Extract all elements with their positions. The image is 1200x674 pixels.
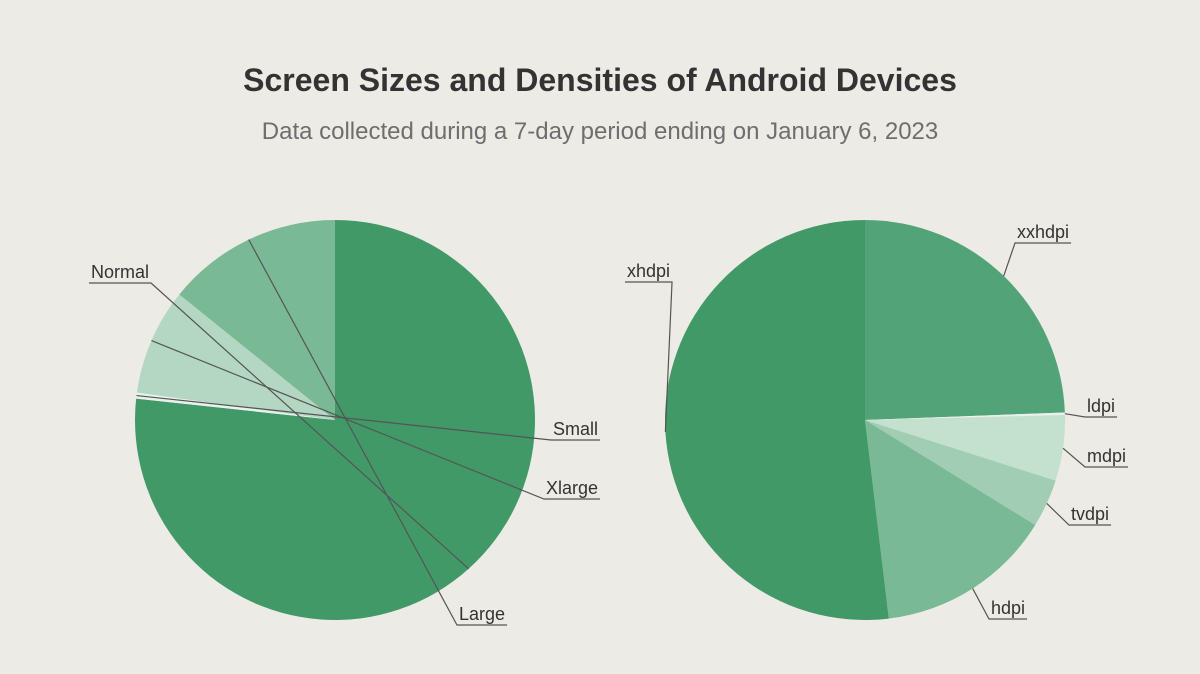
leader-line-normal xyxy=(89,282,470,570)
pie-slice-large xyxy=(179,220,335,420)
pie-label-mdpi: mdpi xyxy=(1087,446,1126,466)
pie-slice-tvdpi xyxy=(865,420,1056,526)
pie-label-hdpi: hdpi xyxy=(991,598,1025,618)
pie-label-xhdpi: xhdpi xyxy=(627,261,670,281)
pie-label-small: Small xyxy=(553,419,598,439)
chart-subtitle: Data collected during a 7-day period end… xyxy=(261,118,939,145)
leader-line-xxhdpi xyxy=(1003,242,1072,277)
pie-label-xlarge: Xlarge xyxy=(546,478,598,498)
pie-label-normal: Normal xyxy=(91,262,149,282)
pie-label-large: Large xyxy=(459,604,505,624)
leader-line-hdpi xyxy=(972,588,1028,620)
pie-slice-hdpi xyxy=(865,420,1036,619)
pie-slice-xxhdpi xyxy=(865,220,1065,420)
pie-slice-xhdpi xyxy=(665,220,889,620)
pie-slice-ldpi xyxy=(865,412,1065,420)
pie-label-tvdpi: tvdpi xyxy=(1071,504,1109,524)
leader-line-small xyxy=(136,394,600,441)
pie-label-ldpi: ldpi xyxy=(1087,396,1115,416)
leader-line-tvdpi xyxy=(1046,503,1112,526)
leader-line-mdpi xyxy=(1062,447,1129,468)
screen-sizes-pie-chart: Normal Small Xlarge Large xyxy=(89,220,600,626)
pie-slice-xlarge xyxy=(136,294,335,420)
pie-slice-normal xyxy=(135,220,536,620)
pie-label-xxhdpi: xxhdpi xyxy=(1017,222,1069,242)
leader-line-xlarge xyxy=(151,340,600,500)
leader-line-large xyxy=(248,239,508,626)
pie-slice-mdpi xyxy=(865,414,1066,481)
leader-line-ldpi xyxy=(1064,413,1118,418)
leader-line-xhdpi xyxy=(625,281,673,432)
chart-title: Screen Sizes and Densities of Android De… xyxy=(243,62,957,98)
screen-densities-pie-chart: xxhdpi ldpi mdpi tvdpi hdpi xhdpi xyxy=(625,220,1129,620)
